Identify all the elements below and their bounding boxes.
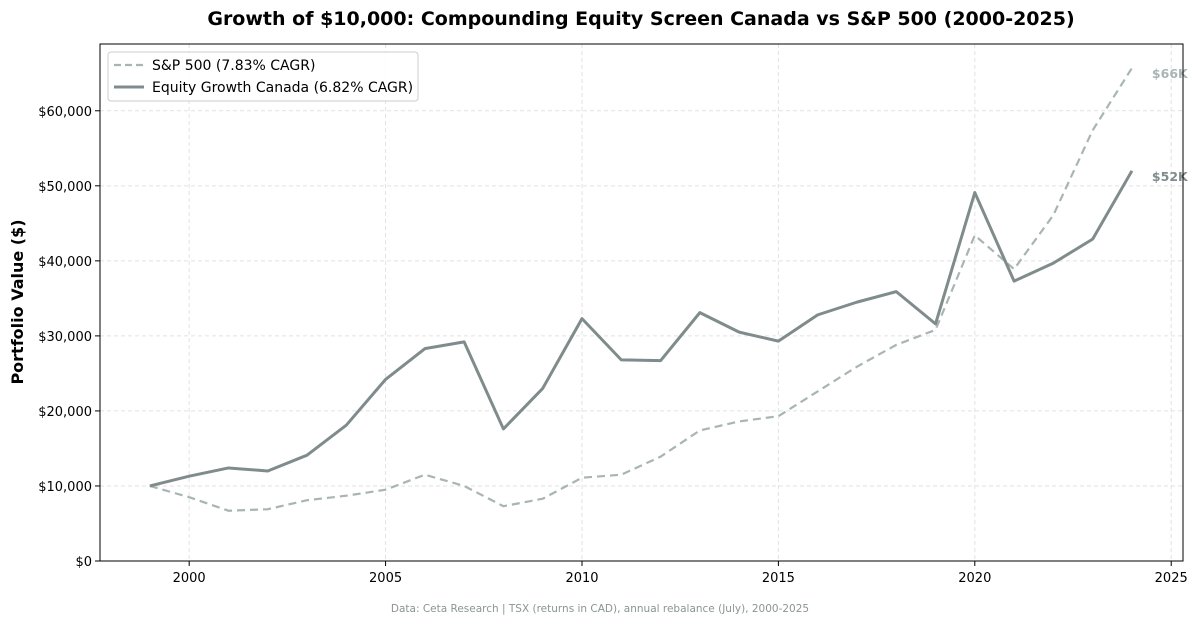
- data-point: [502, 427, 505, 430]
- data-point: [816, 390, 819, 393]
- footer-note: Data: Ceta Research | TSX (returns in CA…: [391, 603, 809, 615]
- y-tick-label: $20,000: [38, 405, 92, 420]
- data-point: [777, 415, 780, 418]
- data-point: [227, 509, 230, 512]
- y-tick-label: $10,000: [38, 480, 92, 495]
- data-point: [777, 340, 780, 343]
- data-point: [1130, 169, 1133, 172]
- data-point: [973, 191, 976, 194]
- data-point: [1013, 268, 1016, 271]
- series-group: $66K $52K: [148, 66, 1189, 512]
- data-point: [188, 475, 191, 478]
- data-point: [1013, 280, 1016, 283]
- y-tick-label: $50,000: [38, 180, 92, 195]
- data-point: [345, 494, 348, 497]
- y-tick-label: $0: [75, 555, 92, 570]
- data-point: [580, 476, 583, 479]
- data-point: [659, 455, 662, 458]
- data-point: [148, 484, 151, 487]
- series-line-equity-canada: [149, 170, 1134, 488]
- x-tick-label: 2005: [369, 571, 402, 586]
- data-point: [855, 301, 858, 304]
- data-point: [463, 484, 466, 487]
- y-tick-label: $30,000: [38, 330, 92, 345]
- data-point: [973, 234, 976, 237]
- data-point: [266, 508, 269, 511]
- data-point: [620, 473, 623, 476]
- y-tick-label: $60,000: [38, 105, 92, 120]
- legend: S&P 500 (7.83% CAGR) Equity Growth Canad…: [107, 51, 419, 102]
- data-point: [738, 420, 741, 423]
- data-point: [698, 311, 701, 314]
- data-point: [345, 424, 348, 427]
- data-point: [306, 499, 309, 502]
- end-value-label: $66K: [1152, 66, 1189, 81]
- x-tick-label: 2015: [762, 571, 795, 586]
- data-point: [541, 497, 544, 500]
- data-point: [463, 340, 466, 343]
- x-tick-label: 2010: [565, 571, 598, 586]
- data-point: [384, 488, 387, 491]
- data-point: [1130, 67, 1133, 70]
- legend-label-equity: Equity Growth Canada (6.82% CAGR): [152, 80, 413, 96]
- data-point: [580, 317, 583, 320]
- data-point: [1052, 262, 1055, 265]
- y-tick-label: $40,000: [38, 255, 92, 270]
- x-tick-label: 2025: [1155, 571, 1188, 586]
- data-point: [934, 328, 937, 331]
- data-point: [1091, 129, 1094, 132]
- data-point: [855, 365, 858, 368]
- data-point: [188, 496, 191, 499]
- grid: [100, 44, 1183, 562]
- ticks: 2000 2005 2010 2015 2020 2025 $0 $10,000 $20,000…: [38, 105, 1188, 586]
- data-point: [659, 359, 662, 362]
- data-point: [423, 473, 426, 476]
- data-point: [502, 505, 505, 508]
- chart-title: Growth of $10,000: Compounding Equity Sc…: [207, 8, 1074, 30]
- data-point: [227, 466, 230, 469]
- end-value-label: $52K: [1152, 169, 1189, 184]
- data-point: [541, 387, 544, 390]
- legend-box: [107, 51, 419, 102]
- data-point: [306, 454, 309, 457]
- data-point: [620, 358, 623, 361]
- series-line-sp500: [149, 67, 1133, 512]
- legend-label-sp500: S&P 500 (7.83% CAGR): [152, 58, 315, 74]
- data-point: [816, 313, 819, 316]
- data-point: [266, 469, 269, 472]
- plot-frame: [99, 43, 1184, 562]
- data-point: [384, 378, 387, 381]
- x-tick-label: 2000: [173, 571, 206, 586]
- data-point: [934, 322, 937, 325]
- data-point: [1091, 238, 1094, 241]
- data-point: [698, 429, 701, 432]
- data-point: [1052, 214, 1055, 217]
- data-point: [895, 343, 898, 346]
- data-point: [423, 347, 426, 350]
- data-point: [738, 331, 741, 334]
- data-point: [895, 290, 898, 293]
- x-tick-label: 2020: [958, 571, 991, 586]
- y-axis-label: Portfolio Value ($): [8, 219, 27, 384]
